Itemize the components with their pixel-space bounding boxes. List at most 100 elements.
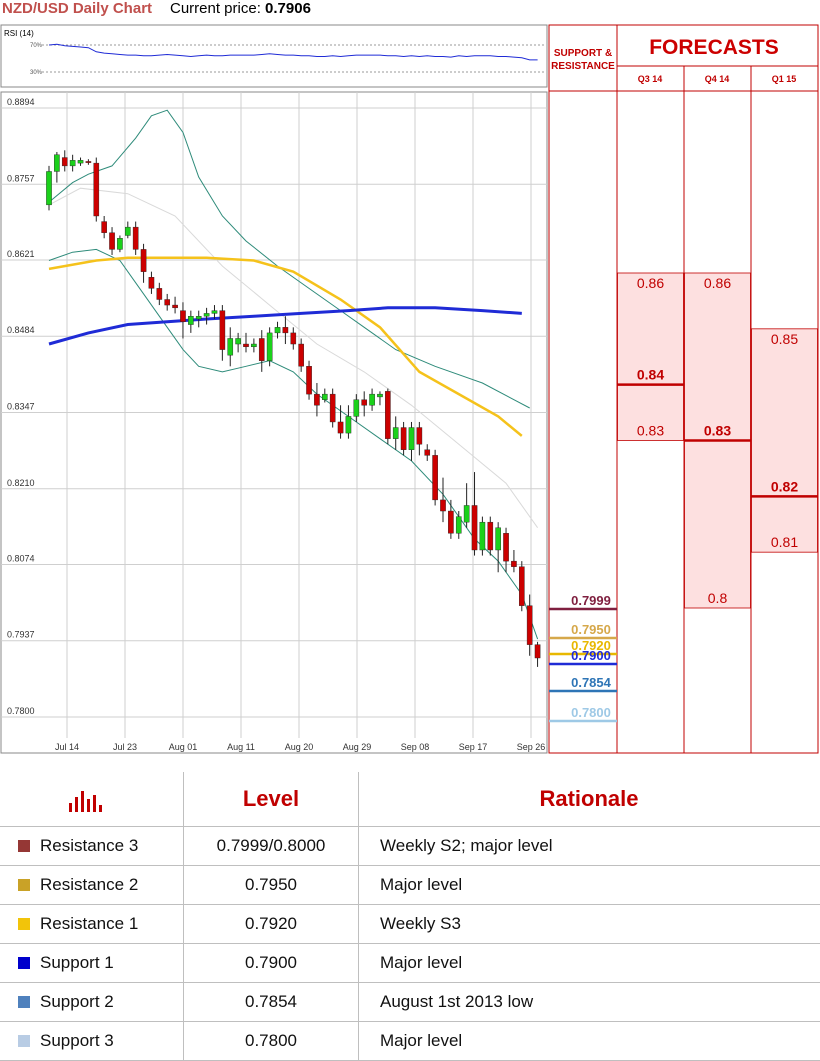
candle-body: [86, 161, 91, 162]
candle-body: [291, 333, 296, 344]
quarter-q4-14: Q4 14: [705, 74, 730, 84]
candle-body: [409, 428, 414, 450]
candle-body: [511, 561, 516, 567]
candle-body: [496, 528, 501, 550]
header-rationale: Rationale: [359, 772, 820, 827]
sr-label: 0.7800: [571, 705, 611, 720]
level-name-cell: Resistance 2: [0, 866, 184, 905]
candle-body: [440, 500, 445, 511]
level-rationale: Major level: [359, 944, 820, 983]
candle-body: [464, 505, 469, 522]
header-icon-cell: [0, 772, 184, 827]
level-value: 0.7854: [184, 983, 359, 1022]
rsi-level-30: 30%: [30, 70, 43, 76]
color-swatch: [18, 957, 30, 969]
level-value: 0.7950: [184, 866, 359, 905]
level-rationale: Major level: [359, 866, 820, 905]
color-swatch: [18, 918, 30, 930]
color-swatch: [18, 879, 30, 891]
candle-body: [338, 422, 343, 433]
level-rationale: Weekly S2; major level: [359, 827, 820, 866]
y-tick-label: 0.8074: [7, 553, 35, 563]
quarter-q1-15: Q1 15: [772, 74, 797, 84]
candle-body: [243, 344, 248, 347]
y-tick-label: 0.8210: [7, 478, 35, 488]
rsi-level-70: 70%: [30, 43, 43, 49]
x-tick-label: Aug 01: [169, 742, 198, 752]
candle-body: [306, 366, 311, 394]
candle-body: [535, 645, 540, 658]
candle-body: [488, 522, 493, 550]
candle-body: [259, 338, 264, 360]
candle-body: [433, 455, 438, 500]
candle-body: [125, 227, 130, 235]
candle-body: [472, 505, 477, 550]
candle-body: [362, 400, 367, 406]
sr-title-line2: RESISTANCE: [551, 61, 615, 72]
level-rationale: Weekly S3: [359, 905, 820, 944]
forecast-bands: 0.860.840.830.860.830.80.850.820.81: [617, 273, 818, 608]
forecast-high-label: 0.86: [704, 275, 731, 291]
candle-body: [425, 450, 430, 456]
y-tick-label: 0.7937: [7, 630, 35, 640]
x-tick-label: Sep 17: [459, 742, 488, 752]
candle-body: [393, 428, 398, 439]
candle-body: [267, 333, 272, 361]
chart-page: NZD/USD Daily Chart Current price: 0.790…: [0, 0, 820, 1036]
candle-body: [54, 155, 59, 172]
x-tick-label: Sep 26: [517, 742, 546, 752]
candle-body: [236, 338, 241, 344]
candle-body: [172, 305, 177, 308]
level-name-cell: Support 1: [0, 944, 184, 983]
y-tick-label: 0.7800: [7, 706, 35, 716]
x-tick-label: Aug 11: [227, 742, 255, 752]
candle-body: [275, 327, 280, 333]
candle-body: [157, 288, 162, 299]
candle-body: [212, 311, 217, 314]
candle-body: [456, 517, 461, 534]
forecast-high-label: 0.86: [637, 275, 664, 291]
header-level: Level: [184, 772, 359, 827]
level-name-cell: Resistance 3: [0, 827, 184, 866]
candle-body: [369, 394, 374, 405]
candle-body: [180, 311, 185, 322]
candle-body: [62, 158, 67, 166]
plot-frame: [1, 92, 547, 753]
candle-body: [299, 344, 304, 366]
level-rationale: August 1st 2013 low: [359, 983, 820, 1022]
level-name: Resistance 3: [40, 836, 138, 855]
price-chart: RSI (14) 70% 30% 0.88940.87570.86210.848…: [0, 0, 820, 760]
candle-body: [448, 511, 453, 533]
candle-body: [377, 394, 382, 397]
forecast-low-label: 0.81: [771, 534, 798, 550]
forecast-mid-label: 0.83: [704, 423, 731, 439]
candle-body: [117, 238, 122, 249]
candle-body: [322, 394, 327, 400]
level-name: Resistance 2: [40, 875, 138, 894]
candle-body: [228, 338, 233, 355]
candle-body: [385, 391, 390, 438]
y-tick-label: 0.8484: [7, 325, 35, 335]
candle-body: [519, 567, 524, 606]
forecast-low-label: 0.83: [637, 423, 664, 439]
level-value: 0.7999/0.8000: [184, 827, 359, 866]
candle-body: [70, 160, 75, 166]
x-tick-label: Jul 23: [113, 742, 137, 752]
forecast-high-label: 0.85: [771, 331, 798, 347]
candle-body: [133, 227, 138, 249]
candle-body: [141, 249, 146, 271]
candle-body: [283, 327, 288, 333]
level-name-cell: Support 2: [0, 983, 184, 1022]
candle-body: [480, 522, 485, 550]
levels-table: Level Rationale Resistance 3 0.7999/0.800…: [0, 772, 820, 1061]
candle-body: [220, 311, 225, 350]
quarter-q3-14: Q3 14: [638, 74, 663, 84]
candle-body: [330, 394, 335, 422]
sr-label: 0.7854: [571, 675, 612, 690]
candle-body: [314, 394, 319, 405]
